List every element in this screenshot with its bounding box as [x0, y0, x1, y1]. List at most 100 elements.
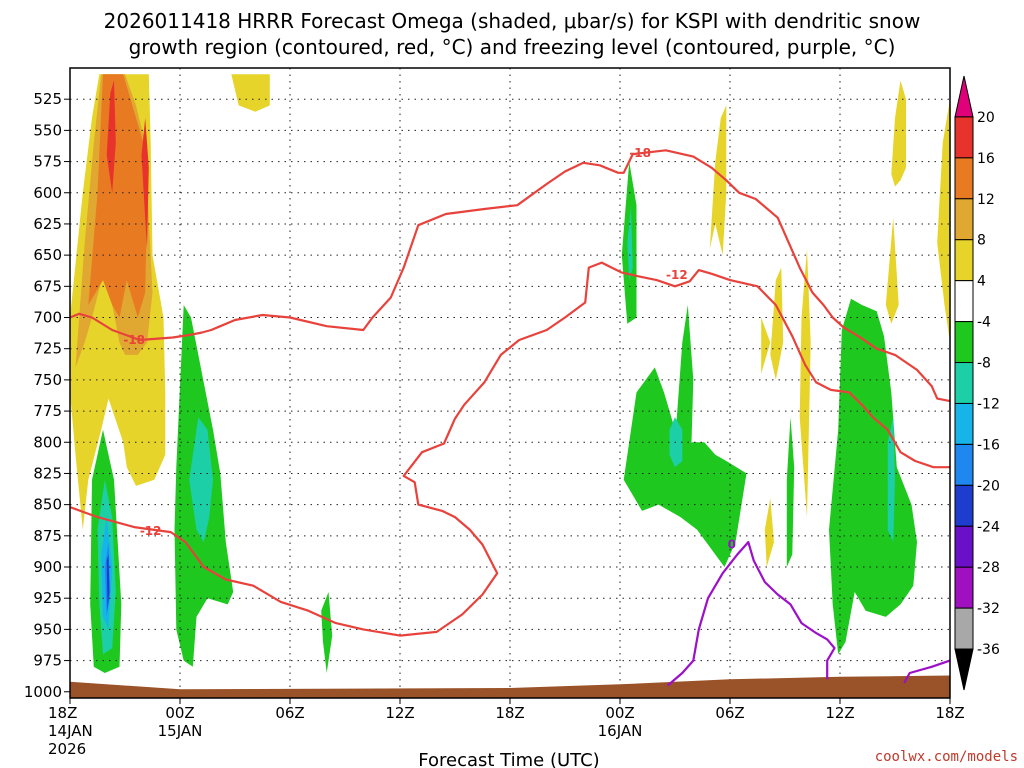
omega-region-2: [88, 74, 147, 318]
x-tick-label-0-0: 18Z: [48, 704, 77, 722]
x-tick-label-5-0: 00Z: [605, 704, 634, 722]
colorbar-bottom-arrow: [954, 648, 974, 691]
omega-region-9: [770, 267, 784, 380]
omega-region-12: [761, 317, 771, 374]
contour-label-3: -12: [140, 524, 162, 538]
colorbar-top-arrow: [954, 75, 974, 118]
omega-region-22: [627, 205, 633, 281]
omega-region-11: [885, 217, 899, 324]
omega-region-29: [106, 554, 110, 611]
omega-region-21: [829, 298, 917, 655]
colorbar-swatch-10: [954, 525, 974, 568]
omega-region-6: [709, 105, 727, 256]
x-tick-label-1-0: 00Z: [165, 704, 194, 722]
x-tick-label-1-1: 15JAN: [158, 722, 203, 740]
colorbar-swatch-1: [954, 157, 974, 200]
omega-region-19: [675, 305, 694, 443]
isotherm-contours: [69, 149, 951, 687]
y-tick-label-13: 850: [33, 496, 62, 514]
y-tick-label-10: 775: [33, 402, 62, 420]
y-tick-label-16: 925: [33, 589, 62, 607]
chart-title-line-2: growth region (contoured, red, °C) and f…: [129, 35, 896, 59]
x-tick-label-4-0: 18Z: [495, 704, 524, 722]
colorbar-swatch-9: [954, 484, 974, 527]
y-tick-label-7: 700: [33, 309, 62, 327]
omega-shading-layer: [70, 74, 950, 673]
omega-region-20: [786, 417, 795, 567]
plot-area: -18 -18 -12 -12 0: [69, 67, 951, 699]
colorbar-label-5: -4: [977, 315, 991, 331]
omega-region-24: [189, 417, 213, 543]
omega-region-13: [764, 498, 774, 567]
colorbar-label-6: -8: [977, 356, 991, 372]
colorbar-swatch-11: [954, 566, 974, 609]
y-tick-label-5: 650: [33, 246, 62, 264]
omega-region-8: [937, 99, 950, 343]
omega-region-16: [321, 592, 333, 673]
colorbar-label-2: 12: [977, 192, 995, 208]
x-tick-label-0-2: 2026: [48, 740, 86, 758]
y-tick-label-15: 900: [33, 558, 62, 576]
terrain-fill: [70, 675, 950, 698]
isotherm-3: [903, 659, 951, 684]
y-tick-label-12: 825: [33, 464, 62, 482]
credit-text: coolwx.com/models: [875, 749, 1018, 765]
chart-title-line-1: 2026011418 HRRR Forecast Omega (shaded, …: [104, 9, 921, 33]
colorbar-swatch-0: [954, 116, 974, 159]
colorbar-swatch-8: [954, 443, 974, 486]
contour-label-1: -18: [629, 146, 651, 160]
colorbar-swatch-2: [954, 198, 974, 241]
colorbar-swatch-6: [954, 362, 974, 404]
colorbar-swatch-12: [954, 607, 974, 650]
colorbar: 20 16 12 8 4 -4 -8 -12 -16 -20 -24 -28 -32 -36: [954, 75, 1000, 691]
y-axis: 525 550 575 600 625 650 675 700 725 750 775 800 825 8…: [24, 90, 70, 701]
y-tick-label-9: 750: [33, 371, 62, 389]
y-tick-label-1: 550: [33, 121, 62, 139]
colorbar-label-9: -20: [977, 478, 1000, 494]
isotherm-2: [666, 541, 836, 687]
colorbar-label-4: 4: [977, 274, 986, 290]
omega-region-7: [891, 80, 906, 187]
terrain-layer: [70, 675, 950, 698]
colorbar-label-1: 16: [977, 151, 995, 167]
omega-region-3: [106, 80, 116, 193]
omega-region-5: [231, 74, 270, 112]
x-tick-label-3-0: 12Z: [385, 704, 414, 722]
colorbar-label-0: 20: [977, 110, 995, 126]
x-tick-label-7-0: 12Z: [825, 704, 854, 722]
colorbar-label-8: -16: [977, 437, 1000, 453]
isotherm-0: [69, 149, 951, 403]
isotherm-1: [69, 261, 950, 637]
y-tick-label-3: 600: [33, 184, 62, 202]
y-tick-label-2: 575: [33, 153, 62, 171]
contour-label-0: -18: [123, 333, 145, 347]
colorbar-label-12: -32: [977, 601, 1000, 617]
contour-labels: -18 -18 -12 -12 0: [123, 146, 736, 552]
colorbar-label-13: -36: [977, 642, 1000, 658]
contour-label-2: -12: [666, 268, 688, 282]
y-tick-label-4: 625: [33, 215, 62, 233]
colorbar-label-10: -24: [977, 519, 1000, 535]
x-axis-title: Forecast Time (UTC): [418, 750, 599, 768]
x-tick-label-5-1: 16JAN: [598, 722, 643, 740]
colorbar-label-11: -28: [977, 560, 1000, 576]
colorbar-label-7: -12: [977, 396, 1000, 412]
contour-label-4: 0: [728, 538, 736, 552]
x-tick-label-0-1: 14JAN: [48, 722, 93, 740]
colorbar-swatch-4: [954, 280, 974, 323]
y-tick-label-8: 725: [33, 340, 62, 358]
colorbar-swatch-7: [954, 402, 974, 445]
y-tick-label-11: 800: [33, 433, 62, 451]
x-tick-label-8-0: 18Z: [935, 704, 964, 722]
omega-region-18: [623, 367, 747, 567]
omega-region-10: [799, 248, 811, 518]
colorbar-swatch-3: [954, 239, 974, 282]
y-tick-label-18: 975: [33, 652, 62, 670]
colorbar-label-3: 8: [977, 233, 986, 249]
omega-region-26: [887, 417, 895, 543]
y-tick-label-14: 875: [33, 527, 62, 545]
y-tick-label-19: 1000: [24, 683, 62, 701]
y-tick-label-17: 950: [33, 620, 62, 638]
